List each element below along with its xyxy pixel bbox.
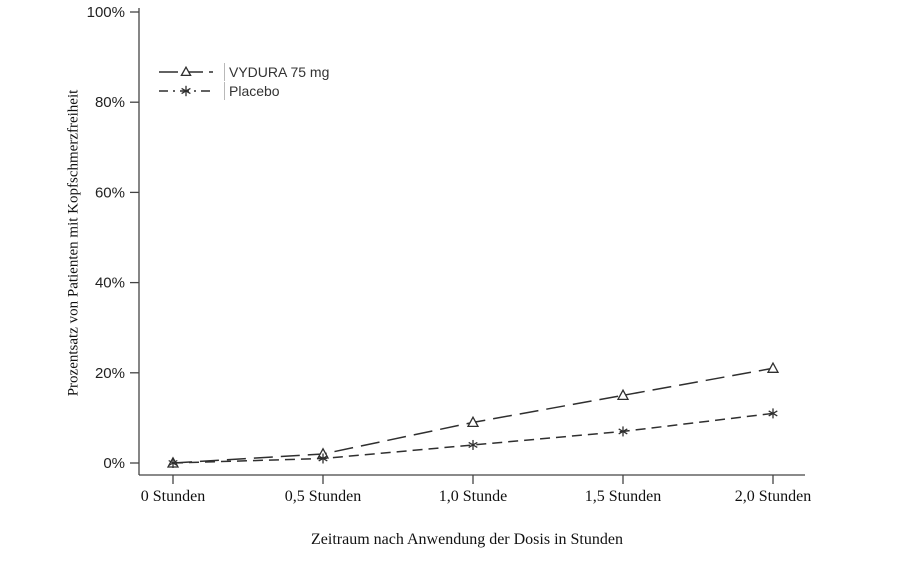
series-vydura-75-mg (166, 361, 780, 468)
triangle-marker-icon (466, 415, 480, 428)
x-axis-ticks: 0 Stunden 0,5 Stunden 1,0 Stunde 1,5 Stunde… (141, 475, 811, 505)
y-axis-ticks: 0% 20% 40% 60% 80% 100% (87, 4, 139, 472)
y-tick-label: 80% (95, 94, 125, 111)
triangle-marker-icon (766, 361, 780, 373)
series-line-placebo (172, 412, 774, 464)
asterisk-marker-icon (468, 439, 478, 450)
x-tick-label: 1,0 Stunde (439, 488, 507, 505)
asterisk-marker-icon (618, 426, 628, 437)
y-tick-label: 0% (103, 455, 125, 472)
asterisk-marker-icon (168, 458, 178, 468)
triangle-marker-icon (616, 388, 630, 400)
vydura-line-sample-icon (159, 65, 213, 76)
asterisk-marker-icon (318, 453, 328, 464)
y-axis-title: Prozentsatz von Patienten mit Kopfschmer… (65, 89, 82, 397)
series-placebo (168, 408, 778, 468)
x-axis-title: Zeitraum nach Anwendung der Dosis in Stu… (311, 531, 623, 548)
legend-label-vydura: VYDURA 75 mg (224, 62, 329, 81)
placebo-line-sample-icon (159, 85, 213, 96)
x-tick-label: 2,0 Stunden (735, 488, 811, 505)
legend: VYDURA 75 mg Placebo (158, 62, 329, 100)
x-tick-label: 1,5 Stunden (585, 488, 661, 505)
y-tick-label: 60% (95, 184, 125, 201)
x-tick-label: 0,5 Stunden (285, 488, 361, 505)
x-tick-label: 0 Stunden (141, 488, 205, 505)
legend-item-placebo: Placebo (158, 81, 329, 100)
asterisk-marker-icon (768, 408, 778, 419)
y-tick-label: 20% (95, 365, 125, 382)
y-tick-label: 100% (87, 4, 125, 21)
legend-label-placebo: Placebo (224, 81, 280, 100)
legend-item-vydura: VYDURA 75 mg (158, 62, 329, 81)
y-tick-label: 40% (95, 275, 125, 292)
axes (138, 8, 805, 476)
